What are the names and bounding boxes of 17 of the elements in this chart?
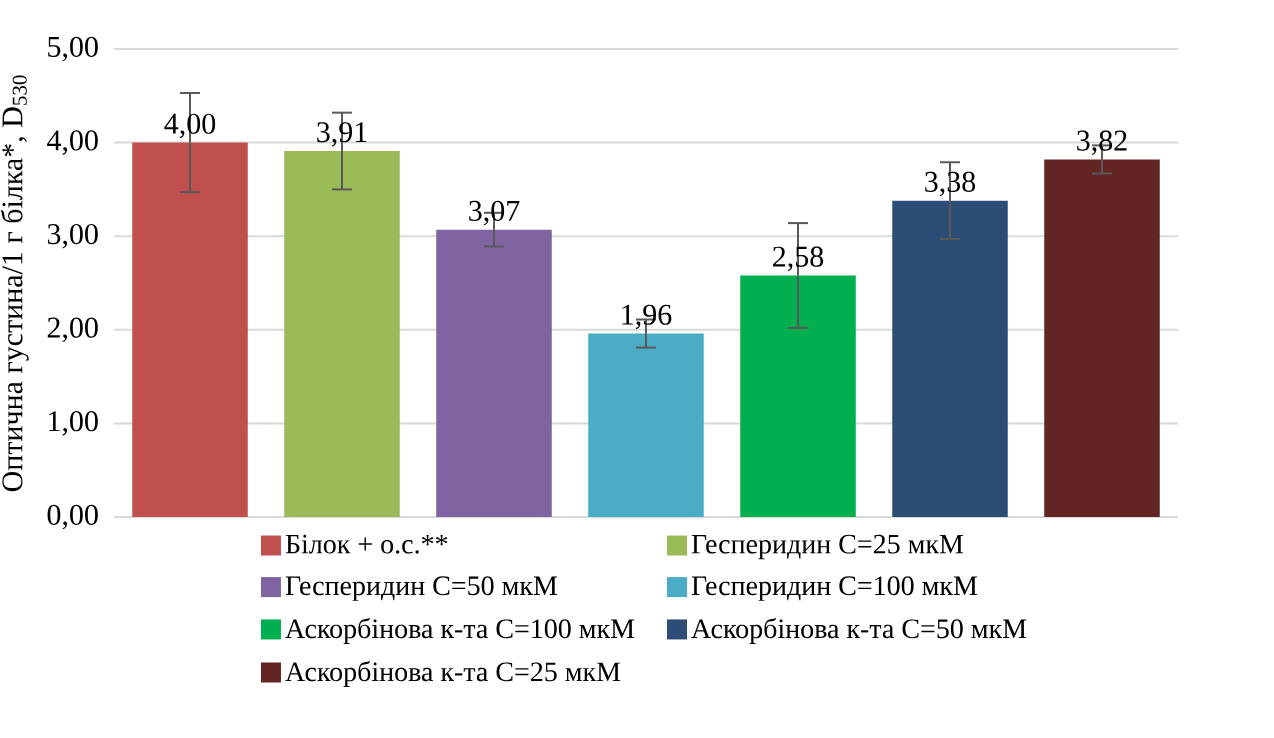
y-tick-label: 3,00 [47,223,98,249]
legend-label: Гесперидин С=100 мкМ [691,576,978,601]
data-label: 3,82 [1077,130,1127,156]
legend-label: Білок + о.с.** [285,534,448,554]
y-tick-label: 1,00 [49,411,98,436]
y-tick-label: 0,00 [47,504,98,530]
legend-label: Аскорбінова к-та С=50 мкМ [691,617,1027,644]
legend-label: Аскорбінова к-та С=100 мкМ [285,617,635,644]
legend-label: Аскорбінова к-та С=25 мкМ [285,660,621,687]
y-tick-label: 4,00 [47,130,98,155]
legend-label: Гесперидин С=25 мкМ [691,534,964,560]
y-tick-label: 2,00 [47,317,98,343]
data-label: 1,96 [622,304,672,330]
y-tick-label: 5,00 [48,36,98,62]
legend-label: Гесперидин С=50 мкМ [285,576,558,601]
y-axis-title: Оптична густина/1 г білка*, D$_{530}$ [0,75,29,492]
data-label: 3,07 [469,200,520,226]
